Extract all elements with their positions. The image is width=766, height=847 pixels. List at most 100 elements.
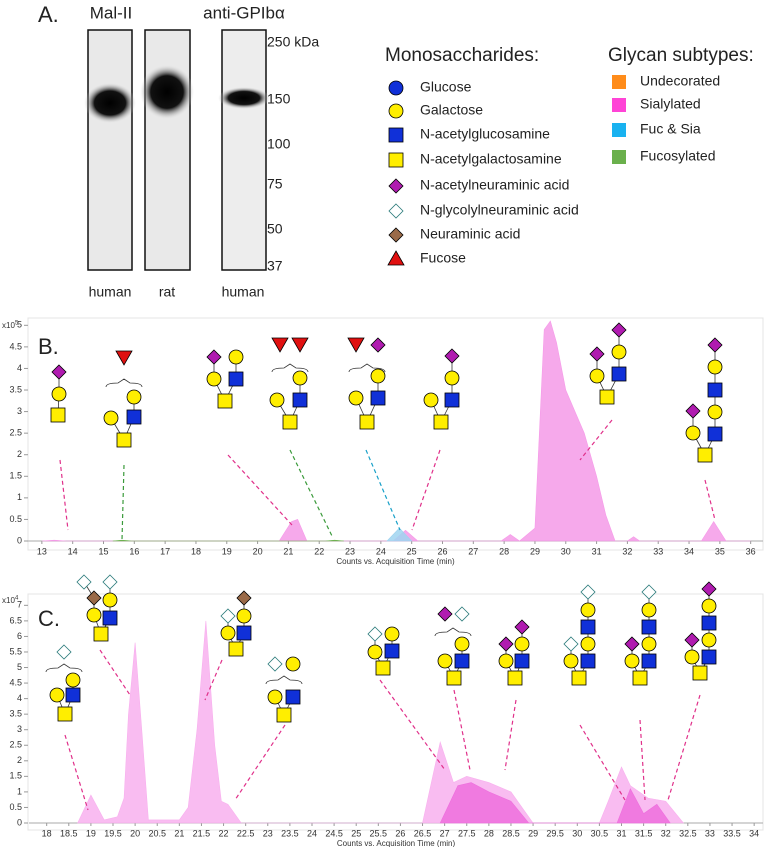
x-tick-label: 20 — [130, 828, 140, 838]
y-tick-label: 0.5 — [9, 802, 22, 812]
lane-title: anti-GPIbα — [203, 3, 285, 22]
x-tick-label: 14 — [68, 546, 78, 556]
glcnac — [580, 619, 596, 635]
glcnac — [370, 390, 386, 406]
glcnac — [454, 653, 470, 669]
x-tick-label: 21 — [174, 828, 184, 838]
glycan — [76, 574, 118, 642]
x-tick-label: 23.5 — [281, 828, 299, 838]
sialic-acid — [514, 619, 530, 635]
y-tick-label: 1 — [17, 786, 22, 796]
leader-line — [99, 649, 131, 696]
glcnac — [514, 653, 530, 669]
glycan — [269, 337, 309, 430]
sialic-acid — [707, 337, 723, 353]
x-tick-label: 28 — [484, 828, 494, 838]
glycan — [103, 350, 143, 448]
panel-label: C. — [38, 606, 60, 631]
galnac — [599, 389, 615, 405]
glcnac — [707, 426, 723, 442]
sialic-acid — [56, 644, 72, 660]
panel-label: A. — [38, 2, 59, 27]
y-tick-label: 6 — [17, 631, 22, 641]
galnac — [228, 641, 244, 657]
legend-label: Undecorated — [640, 73, 720, 89]
x-tick-label: 17 — [160, 546, 170, 556]
legend-label: Neuraminic acid — [420, 226, 520, 242]
glycan-bracket — [45, 663, 83, 673]
glcnac — [236, 625, 252, 641]
galactose — [384, 626, 400, 642]
sialic-acid — [51, 364, 67, 380]
leader-line — [365, 449, 401, 531]
galactose — [701, 598, 717, 614]
glcnac — [444, 392, 460, 408]
chart-frame — [27, 317, 764, 551]
galnac — [375, 660, 391, 676]
x-tick-label: 24 — [307, 828, 317, 838]
x-axis-label: Counts vs. Acquisition Time (min) — [337, 839, 456, 847]
x-tick-label: 23 — [345, 546, 355, 556]
galactose — [514, 636, 530, 652]
marker-label: 75 — [267, 176, 283, 192]
blot-band — [84, 83, 136, 123]
sialic-acid — [220, 608, 236, 624]
galnac — [433, 414, 449, 430]
x-tick-label: 25.5 — [370, 828, 388, 838]
galnac — [116, 432, 132, 448]
galactose — [206, 371, 222, 387]
glycan-bracket — [265, 675, 303, 685]
x-tick-label: 24 — [376, 546, 386, 556]
glcnac — [701, 649, 717, 665]
glcnac — [228, 371, 244, 387]
x-tick-label: 18.5 — [60, 828, 78, 838]
subtype-swatch — [612, 150, 626, 164]
glycan — [50, 364, 67, 423]
leader-line — [204, 659, 223, 701]
y-unit-exponent: 4 — [15, 596, 19, 602]
galactose — [236, 608, 252, 624]
sialic-acid — [206, 349, 222, 365]
glycan — [589, 322, 627, 405]
sialic-acid — [580, 584, 596, 600]
y-tick-label: 1 — [17, 492, 22, 502]
legend-label: Fucose — [420, 250, 466, 266]
galactose — [86, 607, 102, 623]
glcnac — [285, 689, 301, 705]
blot-band — [140, 65, 194, 119]
galnac — [276, 707, 292, 723]
sialic-acid — [641, 584, 657, 600]
glycan — [685, 337, 723, 463]
leader-line — [667, 694, 701, 801]
x-tick-label: 19.5 — [104, 828, 122, 838]
glycan — [563, 584, 596, 686]
leader-line — [64, 734, 89, 811]
y-tick-label: 1.5 — [9, 771, 22, 781]
sialic-acid — [684, 632, 700, 648]
x-tick-label: 32 — [622, 546, 632, 556]
subtype-swatch — [612, 98, 626, 112]
x-tick-label: 20 — [253, 546, 263, 556]
glycan — [423, 348, 460, 430]
sialic-acid — [701, 581, 717, 597]
x-tick-label: 28 — [499, 546, 509, 556]
legend-label: Sialylated — [640, 96, 701, 112]
x-tick-label: 26 — [395, 828, 405, 838]
galactose — [292, 370, 308, 386]
x-axis-label: Counts vs. Acquisition Time (min) — [336, 557, 455, 566]
glycan — [206, 349, 244, 409]
galactose — [498, 653, 514, 669]
x-tick-label: 19 — [86, 828, 96, 838]
y-tick-label: 3 — [17, 406, 22, 416]
x-tick-label: 18 — [42, 828, 52, 838]
leader-line — [579, 419, 613, 461]
galactose — [370, 368, 386, 384]
glcnac — [707, 382, 723, 398]
glcnac — [611, 366, 627, 382]
x-tick-label: 29.5 — [546, 828, 564, 838]
legend-label: N-acetylglucosamine — [420, 126, 550, 142]
y-tick-label: 5 — [17, 662, 22, 672]
galnac — [57, 706, 73, 722]
galactose — [103, 410, 119, 426]
galactose — [611, 344, 627, 360]
